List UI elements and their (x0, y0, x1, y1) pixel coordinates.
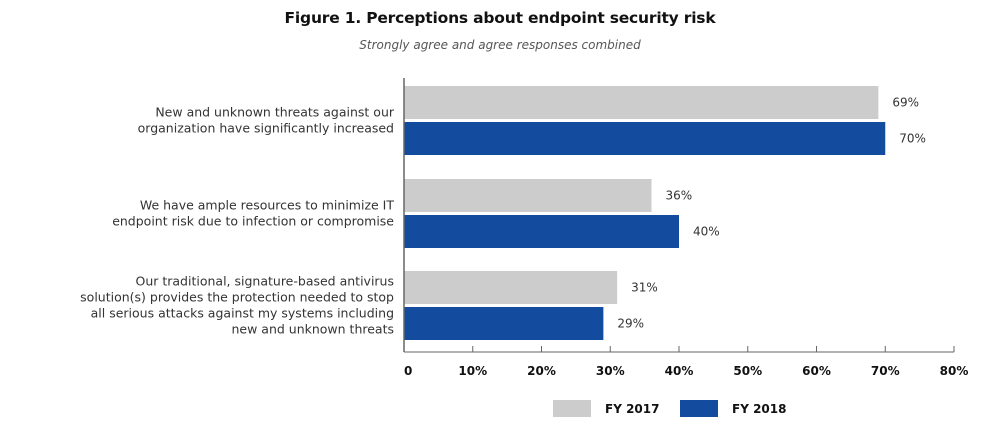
category-label: New and unknown threats against our (155, 105, 395, 120)
data-label: 31% (631, 281, 658, 295)
legend-swatch-fy-2017 (553, 400, 591, 417)
x-tick-label: 70% (871, 364, 900, 378)
data-label: 40% (693, 225, 720, 239)
bar-fy-2017-0 (404, 86, 879, 119)
category-label: We have ample resources to minimize IT (140, 198, 395, 213)
chart-title: Figure 1. Perceptions about endpoint sec… (284, 9, 716, 27)
bar-fy-2018-0 (404, 122, 886, 155)
x-tick-label: 80% (940, 364, 969, 378)
category-label: endpoint risk due to infection or compro… (112, 214, 394, 229)
legend-swatch-fy-2018 (680, 400, 718, 417)
bar-fy-2018-1 (404, 215, 679, 248)
chart-subtitle: Strongly agree and agree responses combi… (359, 38, 641, 52)
data-label: 36% (666, 189, 693, 203)
x-tick-label: 40% (665, 364, 694, 378)
category-label: all serious attacks against my systems i… (91, 306, 394, 321)
x-tick-label: 50% (733, 364, 762, 378)
legend-label: FY 2017 (605, 402, 659, 416)
x-tick-label: 20% (527, 364, 556, 378)
category-label: new and unknown threats (231, 322, 394, 337)
category-label: organization have significantly increase… (138, 121, 394, 136)
category-label: Our traditional, signature-based antivir… (135, 274, 394, 289)
data-label: 70% (899, 132, 926, 146)
category-label: solution(s) provides the protection need… (80, 290, 394, 305)
x-tick-label: 60% (802, 364, 831, 378)
data-label: 29% (617, 317, 644, 331)
bar-fy-2018-2 (404, 307, 604, 340)
bar-fy-2017-1 (404, 179, 652, 212)
x-tick-label: 10% (458, 364, 487, 378)
x-tick-label: 30% (596, 364, 625, 378)
bar-fy-2017-2 (404, 271, 618, 304)
legend-label: FY 2018 (732, 402, 786, 416)
data-label: 69% (892, 96, 919, 110)
x-tick-label: 0 (404, 364, 412, 378)
